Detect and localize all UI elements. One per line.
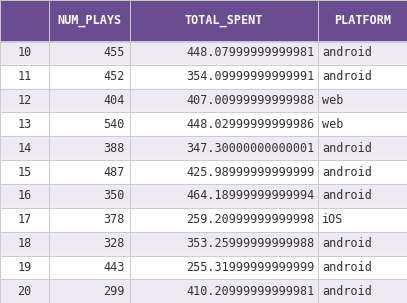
Bar bbox=[130, 112, 317, 136]
Text: 455: 455 bbox=[103, 46, 125, 59]
Bar bbox=[0, 136, 49, 160]
Text: TOTAL_SPENT: TOTAL_SPENT bbox=[184, 14, 263, 27]
Text: 13: 13 bbox=[18, 118, 32, 131]
Bar bbox=[130, 208, 317, 232]
Text: 16: 16 bbox=[18, 189, 32, 202]
Bar bbox=[317, 232, 407, 255]
Text: 255.31999999999999: 255.31999999999999 bbox=[186, 261, 314, 274]
Bar bbox=[317, 279, 407, 303]
Bar bbox=[130, 160, 317, 184]
Bar bbox=[0, 41, 49, 65]
Text: android: android bbox=[322, 165, 372, 178]
Bar bbox=[317, 255, 407, 279]
Text: 299: 299 bbox=[103, 285, 125, 298]
Bar bbox=[0, 0, 49, 41]
Text: 12: 12 bbox=[18, 94, 32, 107]
Bar bbox=[0, 160, 49, 184]
Bar bbox=[130, 136, 317, 160]
Bar bbox=[317, 88, 407, 112]
Text: 328: 328 bbox=[103, 237, 125, 250]
Text: 259.20999999999998: 259.20999999999998 bbox=[186, 213, 314, 226]
Bar bbox=[49, 0, 130, 41]
Bar bbox=[49, 41, 130, 65]
Bar bbox=[49, 88, 130, 112]
Bar bbox=[49, 160, 130, 184]
Text: 378: 378 bbox=[103, 213, 125, 226]
Text: android: android bbox=[322, 285, 372, 298]
Text: iOS: iOS bbox=[322, 213, 344, 226]
Bar bbox=[49, 136, 130, 160]
Text: 10: 10 bbox=[18, 46, 32, 59]
Text: 20: 20 bbox=[18, 285, 32, 298]
Bar bbox=[49, 112, 130, 136]
Text: 350: 350 bbox=[103, 189, 125, 202]
Bar bbox=[0, 65, 49, 88]
Text: 452: 452 bbox=[103, 70, 125, 83]
Text: 354.09999999999991: 354.09999999999991 bbox=[186, 70, 314, 83]
Text: 443: 443 bbox=[103, 261, 125, 274]
Bar bbox=[317, 208, 407, 232]
Text: web: web bbox=[322, 118, 344, 131]
Bar bbox=[317, 0, 407, 41]
Bar bbox=[49, 65, 130, 88]
Text: 407.00999999999988: 407.00999999999988 bbox=[186, 94, 314, 107]
Bar bbox=[49, 208, 130, 232]
Bar bbox=[130, 279, 317, 303]
Bar bbox=[317, 65, 407, 88]
Text: 425.98999999999999: 425.98999999999999 bbox=[186, 165, 314, 178]
Text: android: android bbox=[322, 46, 372, 59]
Text: 347.30000000000001: 347.30000000000001 bbox=[186, 142, 314, 155]
Bar bbox=[130, 184, 317, 208]
Bar bbox=[49, 184, 130, 208]
Text: 540: 540 bbox=[103, 118, 125, 131]
Text: 410.20999999999981: 410.20999999999981 bbox=[186, 285, 314, 298]
Bar bbox=[0, 208, 49, 232]
Bar bbox=[0, 255, 49, 279]
Bar bbox=[0, 112, 49, 136]
Text: android: android bbox=[322, 70, 372, 83]
Text: 448.02999999999986: 448.02999999999986 bbox=[186, 118, 314, 131]
Bar bbox=[0, 184, 49, 208]
Text: 15: 15 bbox=[18, 165, 32, 178]
Bar bbox=[317, 160, 407, 184]
Bar bbox=[0, 232, 49, 255]
Bar bbox=[317, 41, 407, 65]
Bar bbox=[130, 232, 317, 255]
Text: NUM_PLAYS: NUM_PLAYS bbox=[57, 14, 122, 27]
Bar bbox=[130, 41, 317, 65]
Bar bbox=[130, 65, 317, 88]
Bar bbox=[49, 255, 130, 279]
Text: 388: 388 bbox=[103, 142, 125, 155]
Text: android: android bbox=[322, 189, 372, 202]
Bar bbox=[317, 112, 407, 136]
Text: 14: 14 bbox=[18, 142, 32, 155]
Text: android: android bbox=[322, 237, 372, 250]
Text: 448.07999999999981: 448.07999999999981 bbox=[186, 46, 314, 59]
Bar bbox=[0, 88, 49, 112]
Bar bbox=[0, 279, 49, 303]
Text: 19: 19 bbox=[18, 261, 32, 274]
Text: web: web bbox=[322, 94, 344, 107]
Text: 464.18999999999994: 464.18999999999994 bbox=[186, 189, 314, 202]
Text: PLATFORM: PLATFORM bbox=[334, 14, 391, 27]
Text: 11: 11 bbox=[18, 70, 32, 83]
Text: 353.25999999999988: 353.25999999999988 bbox=[186, 237, 314, 250]
Text: android: android bbox=[322, 142, 372, 155]
Bar bbox=[49, 279, 130, 303]
Text: 404: 404 bbox=[103, 94, 125, 107]
Bar bbox=[130, 0, 317, 41]
Bar bbox=[49, 232, 130, 255]
Text: 17: 17 bbox=[18, 213, 32, 226]
Bar bbox=[317, 184, 407, 208]
Text: android: android bbox=[322, 261, 372, 274]
Text: 487: 487 bbox=[103, 165, 125, 178]
Text: 18: 18 bbox=[18, 237, 32, 250]
Bar bbox=[130, 88, 317, 112]
Bar bbox=[317, 136, 407, 160]
Bar bbox=[130, 255, 317, 279]
